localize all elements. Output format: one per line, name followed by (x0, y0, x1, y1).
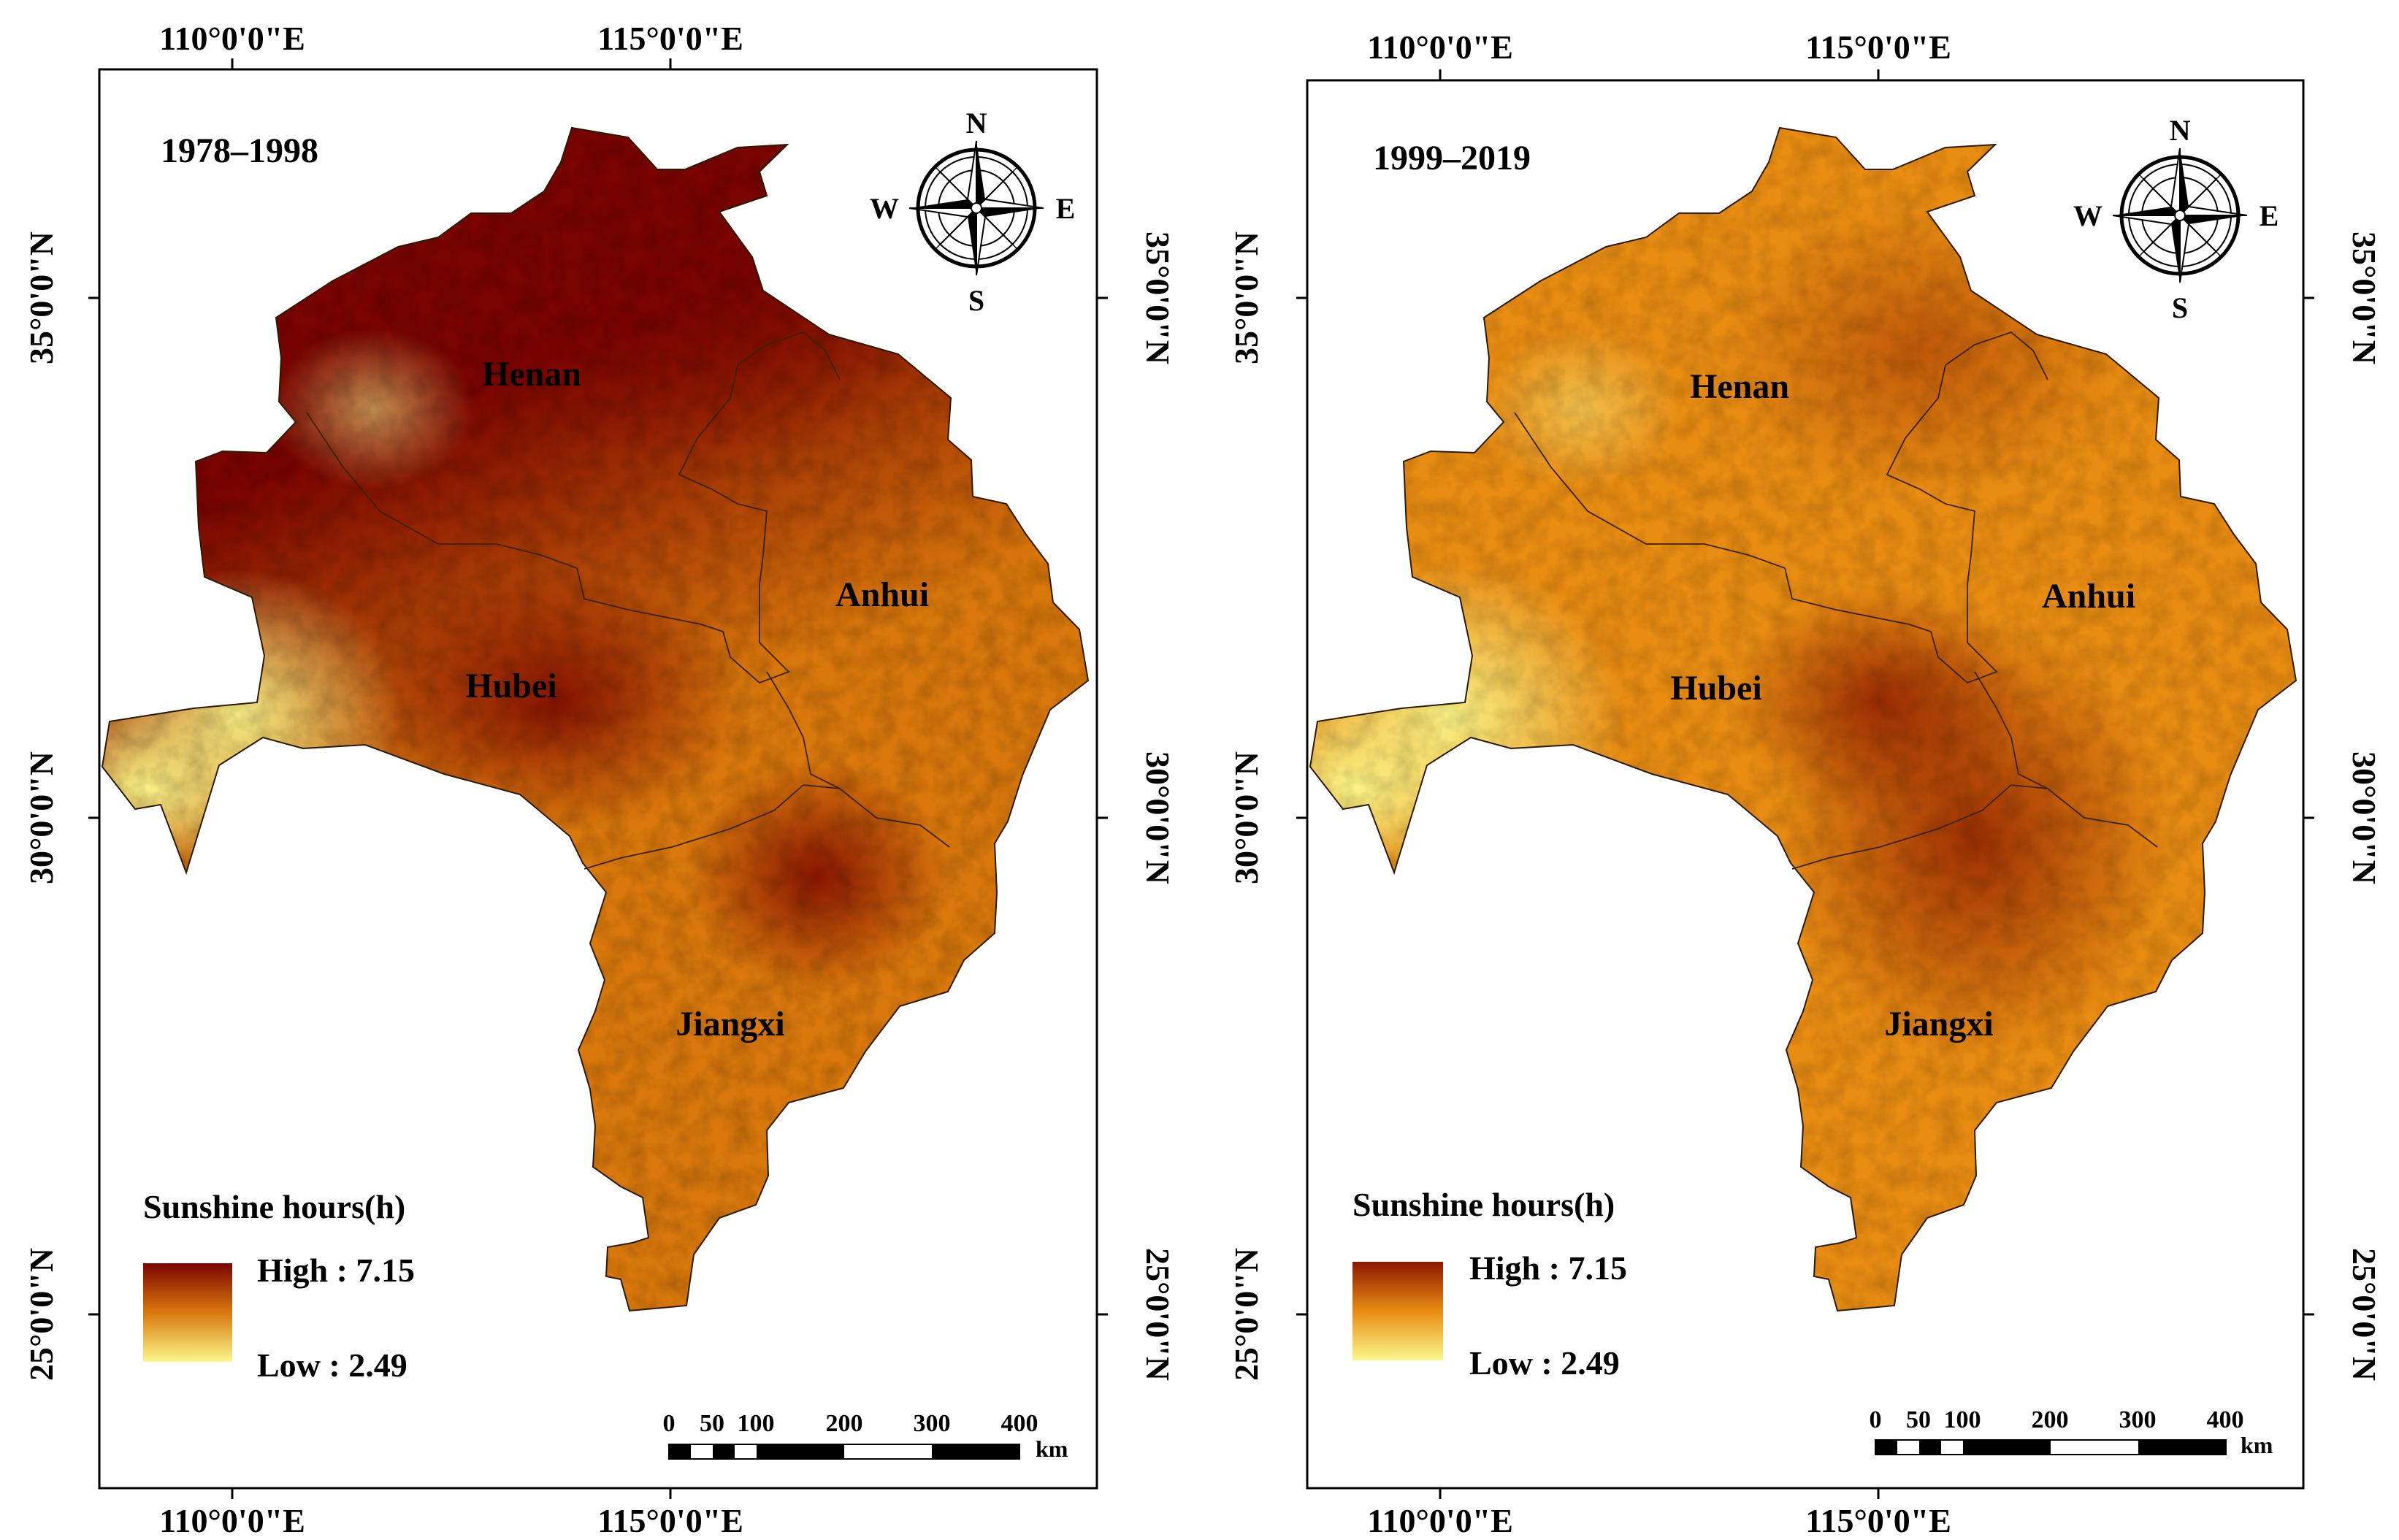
label-jiangxi: Jiangxi (676, 1005, 784, 1043)
scale-tick-50: 50 (700, 1410, 724, 1437)
legend-color-ramp (1352, 1262, 1443, 1360)
scale-unit: km (2241, 1432, 2273, 1458)
lon-label-110-top: 110°0'0"E (1367, 28, 1513, 66)
panel-1999-2019: 110°0'0"E 115°0'0"E 110°0'0"E 115°0'0"E … (1228, 28, 2383, 1539)
lat-label-25-right: 25°0'0"N (2346, 1248, 2383, 1381)
lat-label-25-left: 25°0'0"N (23, 1248, 60, 1381)
lat-label-30-left: 30°0'0"N (23, 751, 60, 884)
legend: Sunshine hours(h) High : 7.15 Low : 2.49 (143, 1188, 415, 1384)
compass-e: E (2260, 199, 2279, 232)
lat-label-30-left: 30°0'0"N (1228, 751, 1265, 884)
province-boundaries (1514, 331, 2158, 870)
lat-label-25-right: 25°0'0"N (1139, 1248, 1176, 1381)
lat-label-25-left: 25°0'0"N (1228, 1248, 1265, 1381)
compass-rose-icon: N S E W (2073, 114, 2279, 324)
compass-w: W (2073, 199, 2103, 232)
panel-1978-1998: 110°0'0"E 115°0'0"E 110°0'0"E 115°0'0"E … (23, 20, 1176, 1539)
scale-tick-100: 100 (1944, 1406, 1981, 1433)
compass-e: E (1056, 192, 1076, 225)
lon-label-115-top: 115°0'0"E (597, 20, 743, 57)
lat-label-30-right: 30°0'0"N (2346, 751, 2383, 884)
scale-tick-0: 0 (1870, 1406, 1882, 1433)
compass-rose-icon: N S E W (870, 107, 1075, 317)
compass-s: S (2172, 291, 2188, 324)
legend-high: High : 7.15 (257, 1252, 415, 1289)
compass-n: N (966, 107, 987, 139)
legend-title: Sunshine hours(h) (1352, 1186, 1615, 1223)
lon-label-110-top: 110°0'0"E (159, 20, 305, 57)
label-jiangxi: Jiangxi (1884, 1005, 1993, 1043)
lat-label-35-left: 35°0'0"N (23, 231, 60, 364)
lon-label-110-bottom: 110°0'0"E (159, 1502, 305, 1539)
lon-label-110-bottom: 110°0'0"E (1367, 1502, 1513, 1539)
compass-w: W (870, 192, 899, 225)
scale-unit: km (1036, 1436, 1068, 1462)
scale-tick-200: 200 (2032, 1406, 2069, 1433)
label-henan: Henan (482, 355, 581, 394)
label-hubei: Hubei (1670, 669, 1761, 708)
lon-label-115-bottom: 115°0'0"E (597, 1502, 743, 1539)
lon-label-115-top: 115°0'0"E (1805, 28, 1951, 66)
scale-tick-0: 0 (663, 1410, 676, 1437)
legend-color-ramp (143, 1263, 232, 1362)
compass-n: N (2170, 114, 2191, 147)
scale-tick-300: 300 (914, 1410, 951, 1437)
label-anhui: Anhui (2042, 577, 2135, 616)
compass-s: S (968, 284, 984, 317)
legend-low: Low : 2.49 (257, 1346, 408, 1384)
lat-label-30-right: 30°0'0"N (1139, 751, 1176, 884)
lat-label-35-right: 35°0'0"N (2346, 231, 2383, 364)
legend-high: High : 7.15 (1469, 1249, 1627, 1287)
label-anhui: Anhui (835, 575, 929, 614)
legend-low: Low : 2.49 (1469, 1344, 1620, 1382)
province-boundaries (306, 331, 950, 870)
lon-label-115-bottom: 115°0'0"E (1805, 1502, 1951, 1539)
lat-label-35-right: 35°0'0"N (1139, 231, 1176, 364)
scale-tick-300: 300 (2119, 1406, 2157, 1433)
scale-bar: 0 50 100 200 300 400 km (1870, 1406, 2273, 1458)
scale-tick-100: 100 (738, 1410, 775, 1437)
period-label: 1999–2019 (1373, 139, 1531, 177)
scale-tick-400: 400 (2207, 1406, 2244, 1433)
period-label: 1978–1998 (161, 131, 318, 170)
scale-tick-200: 200 (826, 1410, 863, 1437)
scale-tick-50: 50 (1906, 1406, 1931, 1433)
legend: Sunshine hours(h) High : 7.15 Low : 2.49 (1352, 1186, 1627, 1382)
label-henan: Henan (1690, 367, 1789, 406)
lat-label-35-left: 35°0'0"N (1228, 231, 1265, 364)
legend-title: Sunshine hours(h) (143, 1188, 405, 1225)
label-hubei: Hubei (465, 667, 556, 705)
scale-bar: 0 50 100 200 300 400 km (663, 1410, 1068, 1462)
scale-tick-400: 400 (1001, 1410, 1038, 1437)
